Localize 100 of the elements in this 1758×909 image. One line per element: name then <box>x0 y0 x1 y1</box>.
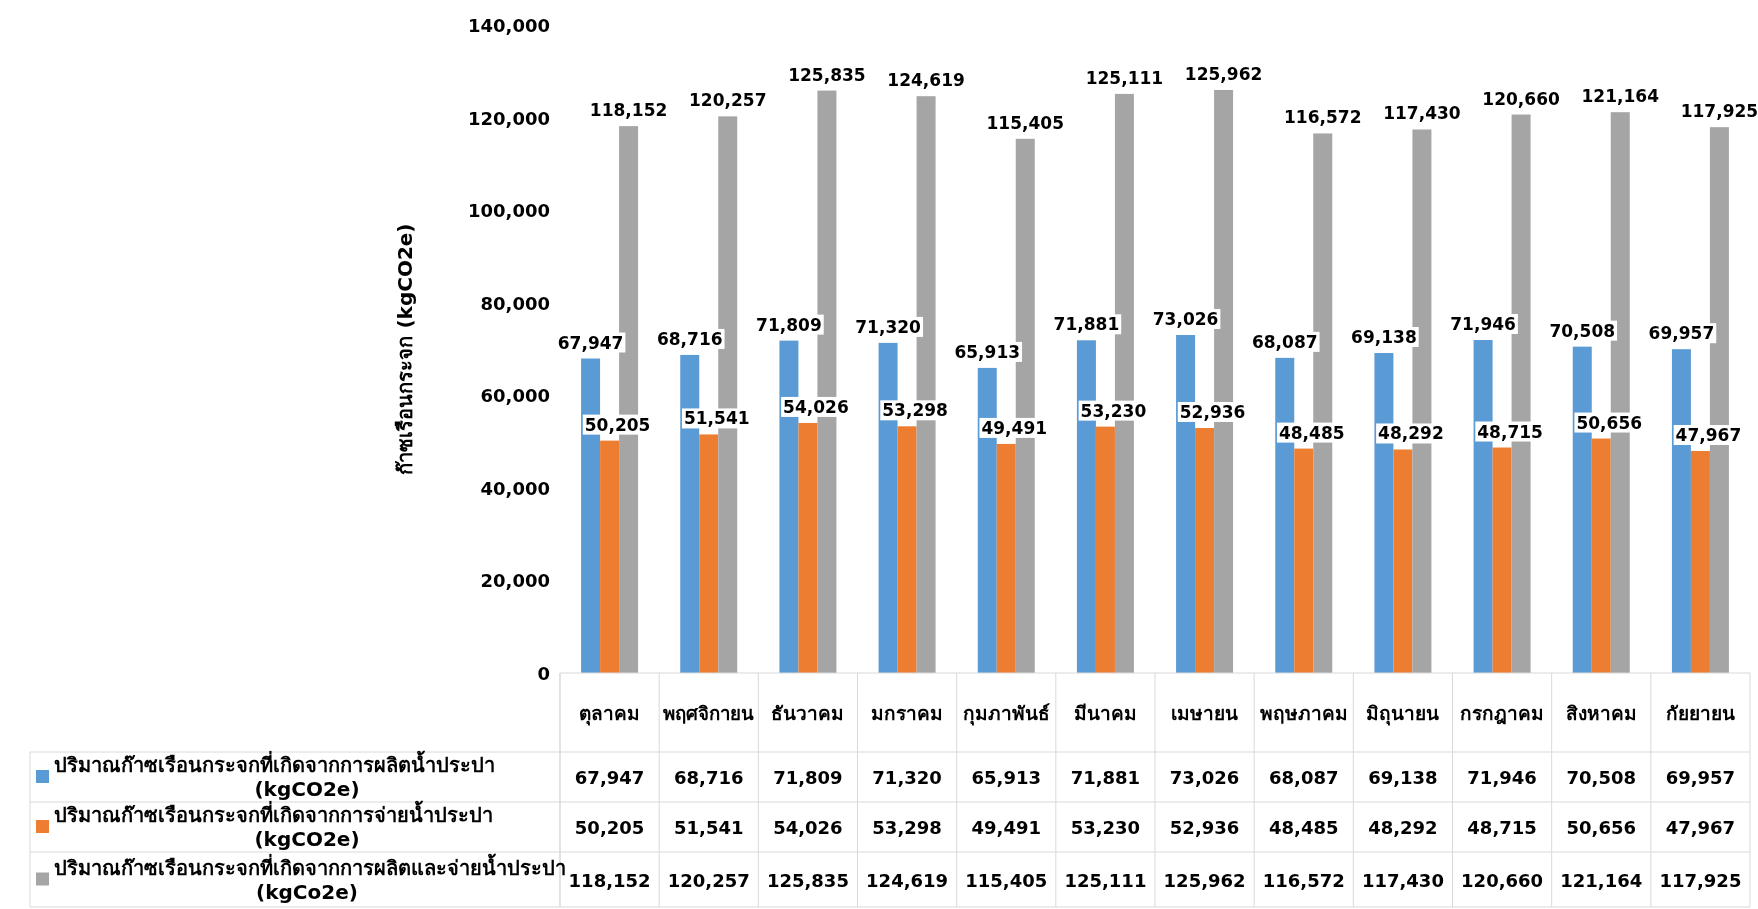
data-label: 48,715 <box>1467 817 1537 838</box>
text: 124,619 <box>887 70 965 91</box>
data-label: 73,026 <box>1169 767 1240 788</box>
x-tick-label: เมษายน <box>1171 701 1239 724</box>
bar <box>1492 447 1512 673</box>
text: 125,835 <box>788 64 866 85</box>
text: 117,430 <box>1383 103 1461 124</box>
text: 71,809 <box>756 314 822 335</box>
x-tick-label: มีนาคม <box>1073 701 1137 724</box>
text: 117,925 <box>1680 101 1758 122</box>
data-label: 125,111 <box>1064 869 1147 891</box>
text: 51,541 <box>683 408 750 429</box>
y-tick-label: 80,000 <box>480 292 550 314</box>
x-tick-label: ธันวาคม <box>771 701 845 724</box>
legend-label: ปริมาณก๊าซเรือนกระจกที่เกิดจากการจ่ายน้ำประปา (kgCO2e) <box>54 800 493 851</box>
text: 67,947 <box>557 332 624 353</box>
text: 54,026 <box>783 396 849 417</box>
data-label: 115,405 <box>965 869 1048 891</box>
y-tick-label: 40,000 <box>480 477 550 499</box>
data-label: 71,320 <box>872 767 942 788</box>
text: 47,967 <box>1675 424 1742 445</box>
data-label: 125,962 <box>1163 869 1246 891</box>
data-label: 50,205 <box>574 817 645 838</box>
y-tick-label: 120,000 <box>468 107 550 129</box>
text: 48,715 <box>1477 421 1543 442</box>
bar <box>1195 427 1215 673</box>
text: 73,026 <box>1152 308 1219 329</box>
data-label: 68,087 <box>1269 767 1339 788</box>
text: 53,298 <box>882 400 948 421</box>
data-label: 65,913 <box>971 767 1041 788</box>
text: 68,087 <box>1251 331 1318 352</box>
x-tick-label: กุมภาพันธ์ <box>962 701 1050 726</box>
data-label: 47,967 <box>1665 817 1736 838</box>
data-label: 48,485 <box>1269 817 1339 838</box>
text: 68,716 <box>656 328 723 349</box>
data-label: 67,947 <box>574 767 645 788</box>
bar <box>798 422 818 673</box>
y-tick-label: 0 <box>537 663 550 684</box>
data-label: 70,508 <box>1566 767 1636 788</box>
data-label: 124,619 <box>866 869 949 891</box>
data-label: 50,656 <box>1566 817 1636 838</box>
data-label: 51,541 <box>674 817 744 838</box>
text: 49,491 <box>981 417 1048 438</box>
data-label: 118,152 <box>568 869 651 891</box>
text: 50,656 <box>1576 412 1643 433</box>
data-label: 125,835 <box>766 869 849 891</box>
x-tick-label: กรกฎาคม <box>1460 701 1545 725</box>
y-axis-title: ก๊าซเรือนกระจก (kgCO2e) <box>393 223 417 475</box>
text: 71,946 <box>1450 313 1516 334</box>
text: 120,257 <box>689 90 767 111</box>
text: 115,405 <box>986 112 1064 133</box>
data-label: 54,026 <box>773 817 843 838</box>
data-label: 52,936 <box>1169 817 1240 838</box>
y-tick-label: 100,000 <box>468 200 550 222</box>
data-label: 53,230 <box>1070 817 1141 838</box>
data-label: 69,957 <box>1665 767 1736 788</box>
data-label: 120,257 <box>667 869 750 891</box>
x-tick-label: มกราคม <box>871 701 944 724</box>
data-label: 121,164 <box>1560 869 1643 891</box>
legend-label: ปริมาณก๊าซเรือนกระจกที่เกิดจากการผลิตน้ำประปา (kgCO2e) <box>54 750 495 801</box>
x-tick-label: มิถุนายน <box>1366 701 1440 726</box>
bar <box>1294 448 1314 673</box>
bar <box>1690 450 1710 673</box>
y-tick-label: 60,000 <box>480 385 550 407</box>
data-label: 68,716 <box>674 767 744 788</box>
legend-label: ปริมาณก๊าซเรือนกระจกที่เกิดจากการผลิตและจ่ายน้ำประปา (kgCo2e) <box>54 852 566 904</box>
text: 50,205 <box>584 414 651 435</box>
data-label: 120,660 <box>1461 869 1544 891</box>
data-label: 71,881 <box>1070 767 1141 788</box>
data-label: 53,298 <box>872 817 942 838</box>
text: 125,962 <box>1184 63 1263 84</box>
bar <box>1095 426 1115 673</box>
bar <box>699 434 719 673</box>
x-tick-label: พฤษภาคม <box>1259 701 1348 724</box>
text: 53,230 <box>1080 400 1147 421</box>
y-tick-label: 140,000 <box>468 15 550 36</box>
text: 125,111 <box>1085 67 1164 88</box>
text: 118,152 <box>589 100 668 121</box>
data-label: 71,946 <box>1467 767 1537 788</box>
x-tick-label: สิงหาคม <box>1565 701 1637 724</box>
data-label: 116,572 <box>1262 869 1345 891</box>
text: 71,320 <box>855 316 921 337</box>
text: 116,572 <box>1284 107 1362 128</box>
text: 48,292 <box>1378 423 1444 444</box>
text: 121,164 <box>1581 86 1659 107</box>
data-label: 49,491 <box>971 817 1041 838</box>
data-label: 117,430 <box>1361 869 1444 891</box>
data-label: 71,809 <box>773 767 843 788</box>
x-tick-label: ตุลาคม <box>579 701 641 726</box>
text: 70,508 <box>1549 320 1616 341</box>
bar <box>996 443 1016 673</box>
data-label: 117,925 <box>1659 869 1742 891</box>
text: 120,660 <box>1482 88 1560 109</box>
text: 48,485 <box>1278 422 1345 443</box>
bar <box>897 426 917 673</box>
data-label: 48,292 <box>1368 817 1438 838</box>
text: 69,138 <box>1351 326 1417 347</box>
bar <box>1393 449 1413 673</box>
bar <box>600 440 620 673</box>
text: 52,936 <box>1179 401 1246 422</box>
